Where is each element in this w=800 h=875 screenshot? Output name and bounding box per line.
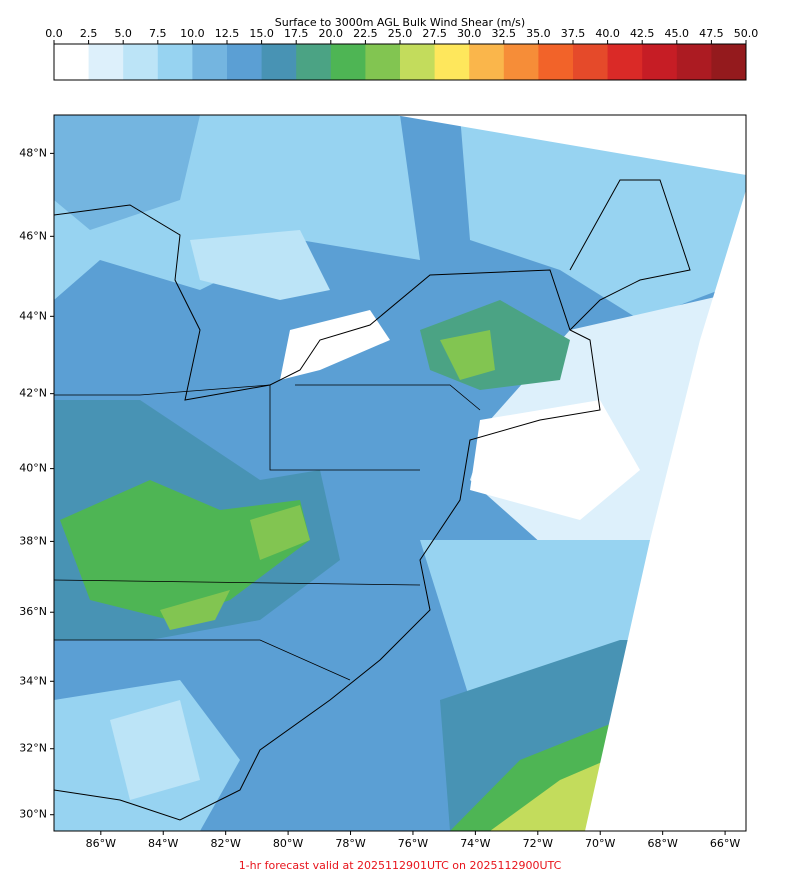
lat-tick-label: 30°N: [19, 808, 47, 821]
colorbar-tick-label: 0.0: [45, 27, 63, 40]
lon-tick-label: 78°W: [335, 837, 365, 850]
colorbar-bin: [261, 44, 297, 80]
colorbar-tick-label: 10.0: [180, 27, 205, 40]
colorbar-tick-label: 2.5: [80, 27, 98, 40]
colorbar-tick-label: 50.0: [734, 27, 759, 40]
lon-tick-label: 68°W: [647, 837, 677, 850]
lon-tick-label: 76°W: [398, 837, 428, 850]
colorbar-bin: [642, 44, 678, 80]
lon-tick-label: 82°W: [210, 837, 240, 850]
colorbar-bin: [573, 44, 609, 80]
colorbar-bin: [296, 44, 332, 80]
colorbar-tick-label: 45.0: [665, 27, 690, 40]
colorbar-bin: [157, 44, 193, 80]
map-frame: [53, 114, 747, 832]
colorbar-tick-label: 42.5: [630, 27, 655, 40]
lon-tick-label: 80°W: [273, 837, 303, 850]
colorbar-tick-label: 15.0: [249, 27, 274, 40]
lon-tick-label: 66°W: [710, 837, 740, 850]
colorbar-tick-label: 20.0: [319, 27, 344, 40]
colorbar-tick-label: 27.5: [422, 27, 447, 40]
lon-tick-label: 72°W: [523, 837, 553, 850]
colorbar-tick-label: 12.5: [215, 27, 240, 40]
colorbar-bin: [469, 44, 505, 80]
colorbar-bin: [607, 44, 643, 80]
colorbar-tick-label: 37.5: [561, 27, 586, 40]
colorbar-bin: [400, 44, 436, 80]
lon-tick-label: 86°W: [86, 837, 116, 850]
colorbar-bin: [676, 44, 712, 80]
lat-tick-label: 32°N: [19, 742, 47, 755]
colorbar-tick-label: 40.0: [595, 27, 620, 40]
lat-tick-label: 44°N: [19, 309, 47, 322]
forecast-footer: 1-hr forecast valid at 2025112901UTC on …: [239, 859, 562, 872]
colorbar-bin: [365, 44, 401, 80]
colorbar-bin: [54, 44, 90, 80]
colorbar-bin: [538, 44, 574, 80]
colorbar-tick-label: 22.5: [353, 27, 378, 40]
lat-tick-label: 36°N: [19, 605, 47, 618]
lon-tick-label: 84°W: [148, 837, 178, 850]
lat-tick-label: 40°N: [19, 462, 47, 475]
lon-tick-label: 70°W: [585, 837, 615, 850]
lat-tick-label: 46°N: [19, 229, 47, 242]
colorbar-bin: [711, 44, 747, 80]
lat-tick-label: 42°N: [19, 387, 47, 400]
colorbar-bin: [192, 44, 228, 80]
colorbar-tick-label: 32.5: [492, 27, 517, 40]
colorbar-bin: [503, 44, 539, 80]
colorbar-tick-label: 30.0: [457, 27, 482, 40]
lat-tick-label: 38°N: [19, 534, 47, 547]
colorbar-tick-label: 25.0: [388, 27, 413, 40]
colorbar-bin: [123, 44, 159, 80]
lat-tick-label: 48°N: [19, 146, 47, 159]
colorbar-bin: [88, 44, 124, 80]
colorbar-bin: [330, 44, 366, 80]
colorbar-tick-label: 7.5: [149, 27, 167, 40]
colorbar-tick-label: 17.5: [284, 27, 309, 40]
colorbar-tick-label: 35.0: [526, 27, 551, 40]
colorbar-tick-label: 47.5: [699, 27, 724, 40]
lat-tick-label: 34°N: [19, 674, 47, 687]
colorbar-title: Surface to 3000m AGL Bulk Wind Shear (m/…: [275, 16, 525, 29]
colorbar-bin: [434, 44, 470, 80]
map-field: [54, 115, 746, 831]
colorbar-tick-label: 5.0: [114, 27, 132, 40]
lon-tick-label: 74°W: [460, 837, 490, 850]
colorbar-bin: [227, 44, 263, 80]
